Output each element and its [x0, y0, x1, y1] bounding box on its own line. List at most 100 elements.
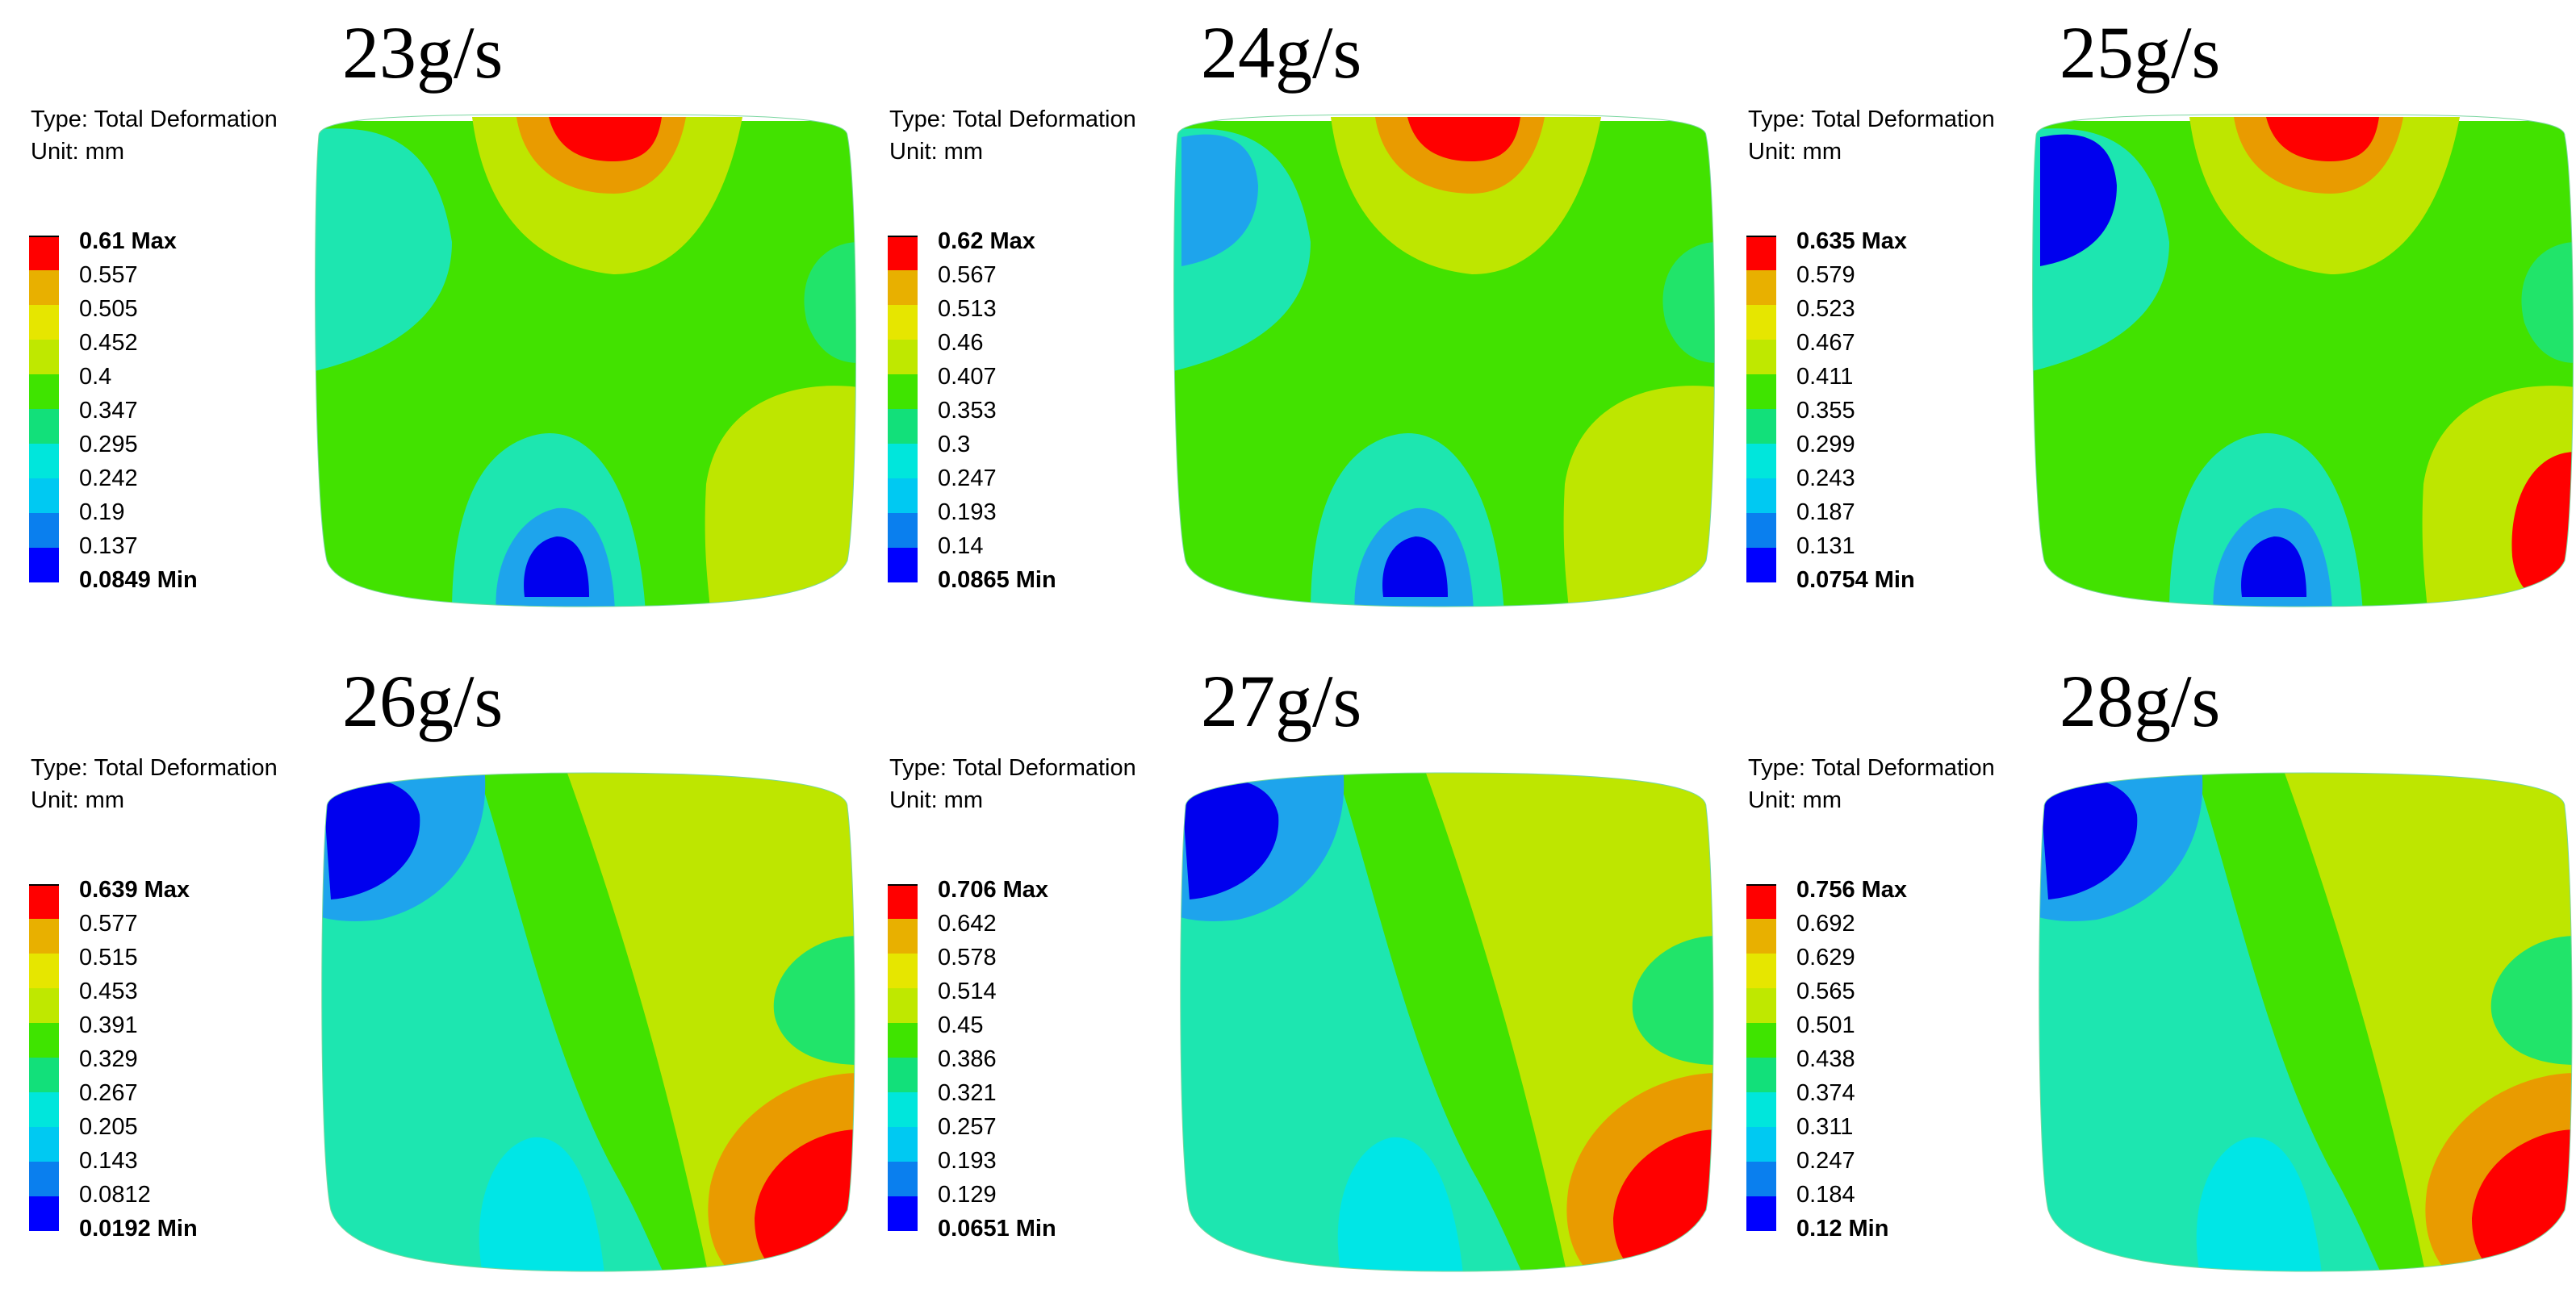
deep-blue-bottom-region — [2241, 536, 2306, 597]
legend-level: 0.299 — [1796, 432, 1855, 457]
contour-plot — [321, 772, 855, 1272]
legend-swatch — [888, 1127, 918, 1162]
legend-swatch — [1746, 478, 1776, 513]
legend-level: 0.0865 Min — [938, 567, 1056, 593]
contour-outline — [1180, 772, 1714, 1272]
legend-swatch — [29, 374, 59, 409]
deformation-panel: 23g/s Type: Total Deformation Unit: mm 0.61… — [0, 0, 859, 649]
legend-type: Type: Total Deformation — [1748, 755, 1995, 781]
legend-type: Type: Total Deformation — [1748, 106, 1995, 132]
legend-level: 0.61 Max — [79, 228, 177, 254]
legend-unit: Unit: mm — [31, 139, 124, 165]
legend-type: Type: Total Deformation — [889, 106, 1136, 132]
legend-level: 0.391 — [79, 1012, 138, 1038]
contour-plot — [2039, 772, 2573, 1272]
legend-level: 0.247 — [1796, 1148, 1855, 1174]
legend-level: 0.467 — [1796, 330, 1855, 356]
contour-outline — [315, 114, 856, 607]
color-legend: 0.706 Max 0.642 0.578 0.514 0.45 0.386 0.321 0.… — [888, 877, 1130, 1255]
legend-level: 0.0192 Min — [79, 1216, 198, 1242]
panel-title: 25g/s — [2060, 11, 2221, 94]
cyan-left-region — [315, 128, 452, 371]
legend-swatch — [1746, 340, 1776, 374]
green-diagonal-band — [2193, 773, 2444, 1271]
legend-unit: Unit: mm — [889, 787, 983, 813]
legend-swatch — [1746, 548, 1776, 582]
legend-swatch — [888, 374, 918, 409]
legend-swatch — [1746, 884, 1776, 920]
legend-level: 0.193 — [938, 499, 997, 525]
legend-swatch — [888, 548, 918, 582]
legend-level: 0.514 — [938, 979, 997, 1004]
legend-level: 0.131 — [1796, 533, 1855, 559]
legend-swatch — [29, 1058, 59, 1092]
deformation-panel: 27g/s Type: Total Deformation Unit: mm 0.70… — [859, 649, 1717, 1297]
legend-swatch — [1746, 954, 1776, 988]
legend-level: 0.184 — [1796, 1182, 1855, 1208]
legend-level: 0.187 — [1796, 499, 1855, 525]
legend-level: 0.205 — [79, 1114, 138, 1140]
deep-blue-top-left-region — [2040, 778, 2138, 899]
legend-type: Type: Total Deformation — [889, 755, 1136, 781]
legend-swatch — [29, 236, 59, 272]
legend-level: 0.14 — [938, 533, 984, 559]
legend-swatch — [29, 548, 59, 582]
contour-outline — [2039, 772, 2573, 1272]
legend-level: 0.386 — [938, 1046, 997, 1072]
legend-swatch — [1746, 1127, 1776, 1162]
legend-swatch — [888, 988, 918, 1023]
red-top-region — [549, 117, 662, 161]
legend-level: 0.295 — [79, 432, 138, 457]
color-legend: 0.62 Max 0.567 0.513 0.46 0.407 0.353 0.3 0.247… — [888, 228, 1130, 607]
legend-swatch — [888, 1058, 918, 1092]
legend-level: 0.579 — [1796, 262, 1855, 288]
legend-swatch — [29, 444, 59, 478]
legend-swatch — [1746, 919, 1776, 954]
panel-title: 24g/s — [1201, 11, 1362, 94]
legend-level: 0.756 Max — [1796, 877, 1908, 903]
green-right-lobe — [2490, 936, 2572, 1065]
legend-level: 0.129 — [938, 1182, 997, 1208]
legend-swatch — [1746, 270, 1776, 305]
legend-swatch — [888, 954, 918, 988]
legend-level: 0.193 — [938, 1148, 997, 1174]
legend-level: 0.12 Min — [1796, 1216, 1889, 1242]
legend-level: 0.347 — [79, 398, 138, 424]
legend-level: 0.453 — [79, 979, 138, 1004]
deep-blue-top-left-region — [1181, 778, 1279, 899]
green-right-lobe — [1662, 242, 1715, 363]
legend-level: 0.515 — [79, 945, 138, 970]
contour-outline — [2032, 114, 2574, 607]
legend-swatch — [1746, 409, 1776, 444]
legend-level: 0.706 Max — [938, 877, 1049, 903]
legend-level: 0.0849 Min — [79, 567, 198, 593]
legend-swatch — [888, 1092, 918, 1127]
deep-blue-bottom-region — [1382, 536, 1448, 597]
legend-level: 0.567 — [938, 262, 997, 288]
legend-level: 0.692 — [1796, 911, 1855, 937]
legend-swatch — [29, 1127, 59, 1162]
legend-swatch — [888, 513, 918, 548]
legend-swatch — [888, 409, 918, 444]
legend-type: Type: Total Deformation — [31, 755, 278, 781]
contour-outline — [1173, 114, 1715, 607]
legend-level: 0.143 — [79, 1148, 138, 1174]
legend-level: 0.4 — [79, 364, 112, 390]
legend-level: 0.0651 Min — [938, 1216, 1056, 1242]
legend-level: 0.577 — [79, 911, 138, 937]
contour-plot — [315, 114, 856, 607]
legend-level: 0.353 — [938, 398, 997, 424]
green-diagonal-band — [476, 773, 726, 1271]
legend-level: 0.311 — [1796, 1114, 1854, 1140]
deep-blue-bottom-region — [524, 536, 589, 597]
contour-plot — [1173, 114, 1715, 607]
legend-swatch — [29, 513, 59, 548]
deformation-panel: 26g/s Type: Total Deformation Unit: mm 0.63… — [0, 649, 859, 1297]
legend-swatch — [29, 270, 59, 305]
legend-unit: Unit: mm — [889, 139, 983, 165]
legend-unit: Unit: mm — [1748, 787, 1842, 813]
legend-level: 0.321 — [938, 1080, 997, 1106]
color-legend: 0.756 Max 0.692 0.629 0.565 0.501 0.438 0.374 0… — [1746, 877, 1988, 1255]
legend-unit: Unit: mm — [1748, 139, 1842, 165]
